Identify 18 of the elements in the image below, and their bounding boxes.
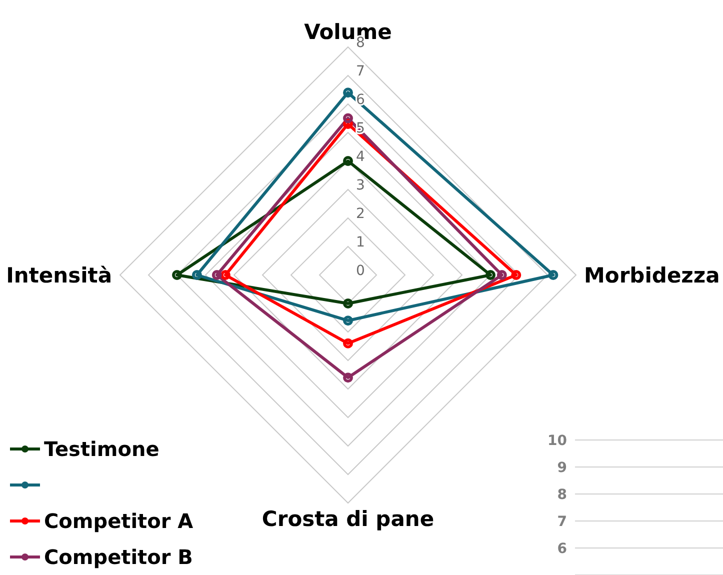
y-tick-label: 9 [557,460,567,476]
legend-label: Competitor B [44,545,193,569]
y-tick-label: 6 [557,540,567,557]
y-tick-label: 4 [356,149,365,165]
y-tick-label: 5 [356,120,365,136]
y-tick-label: 1 [356,234,365,250]
y-tick-label: 3 [356,178,365,194]
spoke-label: Intensità [6,263,112,288]
legend-label: Competitor A [44,509,194,533]
y-tick-label: 2 [356,206,365,222]
legend-label: Testimone [44,437,160,461]
spoke-label: Crosta di pane [262,506,434,531]
y-tick-label: 8 [557,486,567,503]
y-tick-label: 0 [356,263,365,279]
y-tick-label: 7 [356,64,365,80]
y-tick-label: 10 [548,432,568,449]
spoke-label: Morbidezza [584,263,720,288]
y-tick-label: 7 [557,514,567,530]
